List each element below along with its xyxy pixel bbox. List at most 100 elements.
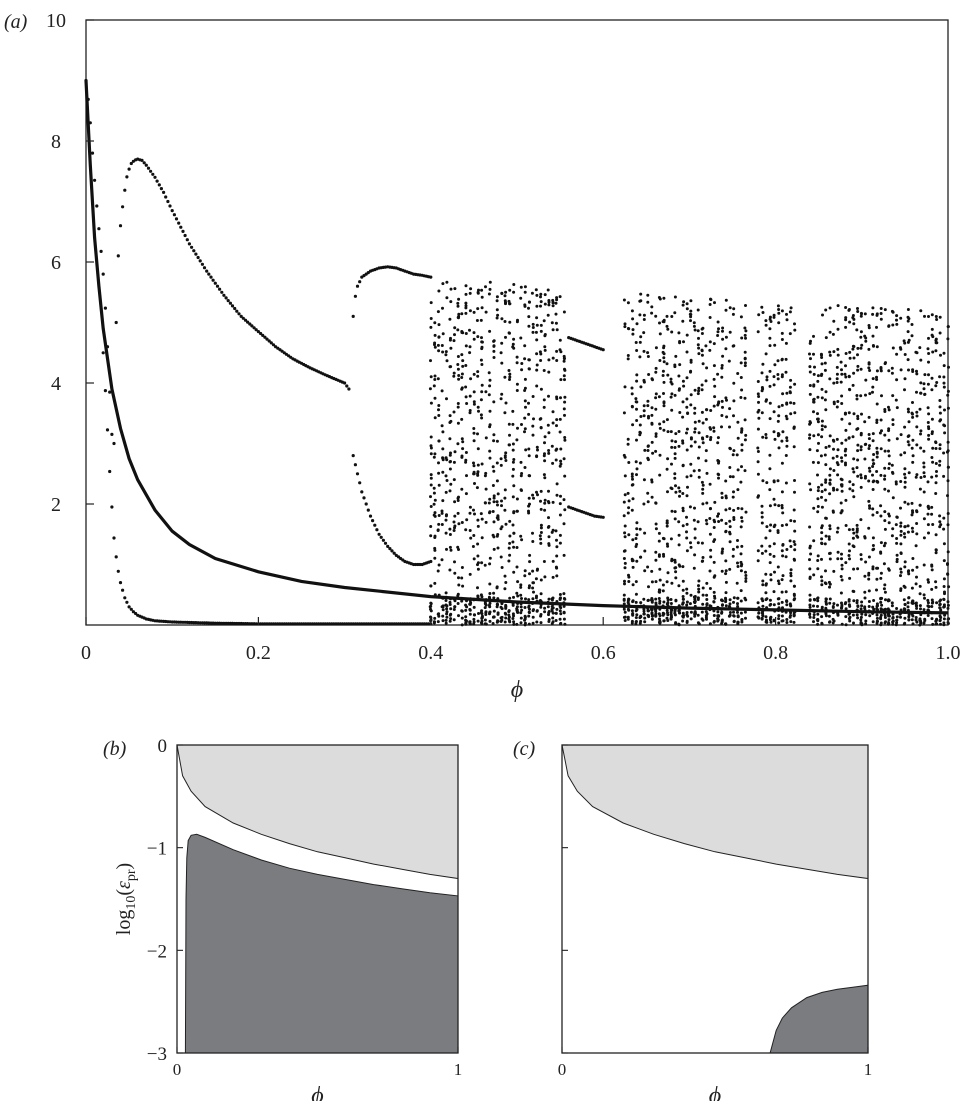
chaotic-point	[531, 597, 535, 601]
branch-point	[386, 544, 390, 549]
chaotic-point	[523, 377, 527, 381]
panel-a-x-axis-label: ϕ	[511, 677, 523, 703]
chaotic-point	[743, 469, 747, 473]
chaotic-point	[812, 334, 815, 338]
chaotic-point	[635, 349, 639, 352]
chaotic-point	[464, 608, 468, 612]
chaotic-point	[539, 426, 543, 430]
chaotic-point	[863, 590, 867, 594]
chaotic-point	[520, 538, 524, 542]
chaotic-point	[543, 302, 547, 306]
chaotic-point	[523, 399, 527, 403]
chaotic-point	[828, 353, 832, 357]
chaotic-point	[704, 379, 708, 383]
chaotic-point	[780, 524, 784, 527]
chaotic-point	[689, 403, 693, 407]
chaotic-point	[484, 622, 488, 626]
chaotic-point	[639, 385, 643, 389]
chaotic-point	[480, 383, 484, 387]
chaotic-point	[765, 375, 769, 379]
chaotic-point	[915, 351, 919, 355]
chaotic-point	[657, 539, 661, 543]
chaotic-point	[456, 301, 460, 305]
chaotic-point	[792, 598, 796, 602]
chaotic-point	[736, 605, 740, 608]
chaotic-point	[499, 397, 503, 401]
chaotic-point	[931, 335, 935, 339]
chaotic-point	[867, 324, 871, 327]
chaotic-point	[448, 414, 452, 418]
chaotic-point	[879, 307, 883, 310]
chaotic-point	[875, 402, 879, 406]
chaotic-point	[460, 387, 464, 391]
chaotic-point	[756, 446, 760, 450]
chaotic-point	[836, 557, 840, 561]
chaotic-point	[731, 453, 735, 457]
branch-point	[323, 622, 327, 626]
chaotic-point	[460, 487, 464, 491]
chaotic-point	[681, 611, 685, 615]
panel-b-light-region	[176, 744, 459, 880]
chaotic-point	[500, 361, 504, 365]
chaotic-point	[768, 453, 772, 457]
chaotic-point	[453, 560, 456, 564]
chaotic-point	[709, 298, 713, 302]
branch-point	[140, 158, 144, 162]
chaotic-point	[531, 493, 535, 497]
chaotic-point	[828, 597, 832, 601]
chaotic-point	[811, 460, 815, 464]
chaotic-point	[883, 510, 887, 514]
chaotic-point	[768, 598, 772, 602]
chaotic-point	[523, 430, 526, 434]
chaotic-point	[728, 598, 732, 602]
chaotic-point	[665, 519, 669, 523]
chaotic-point	[650, 611, 654, 615]
branch-point	[427, 622, 431, 626]
chaotic-point	[677, 374, 681, 378]
chaotic-point	[740, 620, 744, 624]
chaotic-point	[527, 509, 530, 513]
chaotic-point	[895, 378, 899, 382]
chaotic-point	[488, 582, 492, 586]
chaotic-point	[429, 525, 433, 528]
branch-point	[99, 249, 103, 253]
chaotic-point	[665, 524, 669, 528]
chaotic-point	[899, 587, 903, 591]
panel-a-dots	[84, 78, 605, 626]
x-tick-label: 0	[173, 1060, 182, 1079]
chaotic-point	[508, 378, 511, 381]
chaotic-point	[507, 546, 511, 550]
chaotic-point	[902, 532, 906, 536]
chaotic-point	[531, 531, 534, 535]
chaotic-point	[547, 394, 550, 398]
y-tick-label: 2	[51, 494, 61, 516]
chaotic-point	[456, 602, 460, 605]
chaotic-point	[480, 347, 484, 351]
chaotic-point	[875, 345, 879, 349]
chaotic-point	[700, 348, 704, 352]
chaotic-point	[657, 590, 661, 594]
branch-point	[371, 622, 375, 626]
branch-point	[390, 549, 394, 553]
chaotic-point	[887, 622, 891, 626]
chaotic-point	[646, 500, 650, 504]
chaotic-point	[911, 454, 915, 458]
chaotic-point	[512, 283, 516, 286]
chaotic-point	[731, 312, 735, 316]
chaotic-point	[432, 620, 436, 624]
chaotic-point	[531, 581, 535, 585]
chaotic-point	[724, 598, 728, 602]
chaotic-point	[942, 577, 946, 581]
chaotic-point	[824, 569, 827, 573]
chaotic-point	[539, 499, 542, 503]
chaotic-point	[701, 437, 705, 441]
chaotic-point	[550, 444, 554, 448]
chaotic-point	[678, 411, 682, 414]
chaotic-point	[868, 504, 871, 508]
chaotic-point	[555, 359, 559, 362]
chaotic-point	[946, 600, 950, 604]
chaotic-point	[472, 372, 476, 376]
chaotic-point	[942, 597, 946, 601]
